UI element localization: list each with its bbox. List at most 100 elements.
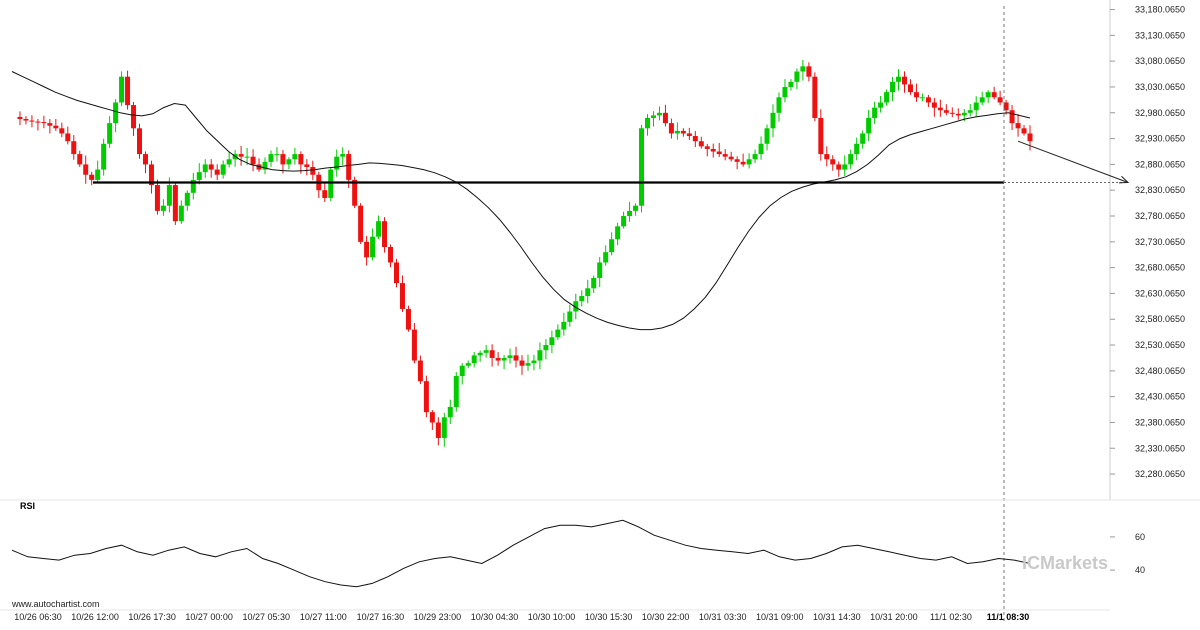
candle-body xyxy=(298,154,304,165)
candle-body xyxy=(1015,123,1021,129)
candle-body xyxy=(292,154,298,160)
source-link[interactable]: www.autochartist.com xyxy=(11,599,100,609)
candle-body xyxy=(310,167,316,175)
candle-body xyxy=(919,97,925,99)
candle-body xyxy=(645,117,651,129)
candle-body xyxy=(854,143,860,155)
candle-body xyxy=(943,110,949,113)
candle-body xyxy=(716,151,722,155)
candle-body xyxy=(274,154,280,156)
price-tick-label: 32,630.0650 xyxy=(1135,288,1185,298)
candle-body xyxy=(280,154,286,165)
candle-body xyxy=(208,164,214,170)
candle-body xyxy=(172,185,178,222)
candle-body xyxy=(107,123,113,144)
candle-body xyxy=(860,133,866,144)
price-tick-label: 32,980.0650 xyxy=(1135,108,1185,118)
candle-body xyxy=(633,205,639,211)
time-tick-label: 10/30 04:30 xyxy=(471,612,519,622)
candle-body xyxy=(603,252,609,263)
moving-average-line xyxy=(11,71,1031,331)
candle-body xyxy=(639,128,645,206)
candle-body xyxy=(662,112,668,124)
candle-body xyxy=(519,360,525,366)
candle-body xyxy=(878,102,884,108)
candle-body xyxy=(322,190,328,198)
candle-body xyxy=(686,133,692,137)
candle-body xyxy=(137,128,143,155)
candle-body xyxy=(370,236,376,258)
price-tick-label: 32,330.0650 xyxy=(1135,443,1185,453)
candle-body xyxy=(23,119,29,121)
candle-body xyxy=(979,97,985,103)
time-tick-label: 10/29 23:00 xyxy=(414,612,462,622)
candle-body xyxy=(352,179,358,206)
candle-body xyxy=(824,154,830,160)
rsi-line xyxy=(11,519,1031,588)
price-tick-label: 32,580.0650 xyxy=(1135,314,1185,324)
candle-body xyxy=(549,337,555,346)
candle-body xyxy=(154,185,160,211)
candle-body xyxy=(196,172,202,180)
candle-body xyxy=(286,159,292,165)
candle-body xyxy=(190,179,196,193)
price-tick-label: 33,030.0650 xyxy=(1135,82,1185,92)
candle-body xyxy=(220,164,226,175)
candle-body xyxy=(961,112,967,116)
candle-body xyxy=(53,125,59,129)
price-tick-label: 32,780.0650 xyxy=(1135,211,1185,221)
candle-body xyxy=(615,226,621,240)
candle-body xyxy=(59,128,65,134)
candles xyxy=(17,60,1033,447)
candle-body xyxy=(668,123,674,134)
candle-body xyxy=(872,107,878,118)
candle-body xyxy=(776,97,782,113)
candle-body xyxy=(459,365,465,377)
candle-body xyxy=(95,169,101,180)
candle-body xyxy=(764,128,770,144)
candle-body xyxy=(477,352,483,356)
candle-body xyxy=(740,161,746,165)
price-tick-label: 33,080.0650 xyxy=(1135,56,1185,66)
candle-body xyxy=(537,350,543,361)
candle-body xyxy=(680,130,686,134)
candle-body xyxy=(579,296,585,302)
time-tick-label: 10/27 00:00 xyxy=(185,612,233,622)
candle-body xyxy=(955,113,961,116)
candle-body xyxy=(561,321,567,330)
candle-body xyxy=(901,76,907,85)
price-tick-label: 33,130.0650 xyxy=(1135,30,1185,40)
candle-body xyxy=(340,154,346,157)
candle-body xyxy=(842,164,848,170)
candle-body xyxy=(465,363,471,366)
candle-body xyxy=(435,422,441,438)
price-tick-label: 33,180.0650 xyxy=(1135,5,1185,15)
time-tick-label: 10/26 17:30 xyxy=(128,612,176,622)
candle-body xyxy=(1003,102,1009,111)
price-tick-label: 32,680.0650 xyxy=(1135,263,1185,273)
candle-body xyxy=(417,360,423,382)
time-tick-label: 11/1 02:30 xyxy=(930,612,972,622)
candle-body xyxy=(89,174,95,180)
candle-body xyxy=(830,159,836,165)
candle-body xyxy=(35,121,41,123)
candle-body xyxy=(722,154,728,157)
candle-body xyxy=(907,84,913,93)
candle-body xyxy=(836,164,842,170)
time-tick-label: 10/31 03:30 xyxy=(699,612,747,622)
candle-body xyxy=(160,205,166,211)
candle-body xyxy=(495,357,501,361)
candle-body xyxy=(441,417,447,438)
candle-body xyxy=(382,221,388,247)
candle-body xyxy=(244,156,250,158)
candle-body xyxy=(501,357,507,361)
candle-body xyxy=(202,164,208,173)
candle-body xyxy=(555,329,561,338)
candle-body xyxy=(609,239,615,253)
projection-line xyxy=(1017,140,1129,183)
rsi-title: RSI xyxy=(20,501,35,511)
candle-body xyxy=(573,301,579,312)
price-tick-label: 32,380.0650 xyxy=(1135,417,1185,427)
candle-body xyxy=(507,355,513,358)
projection-arrowhead xyxy=(1118,175,1130,184)
